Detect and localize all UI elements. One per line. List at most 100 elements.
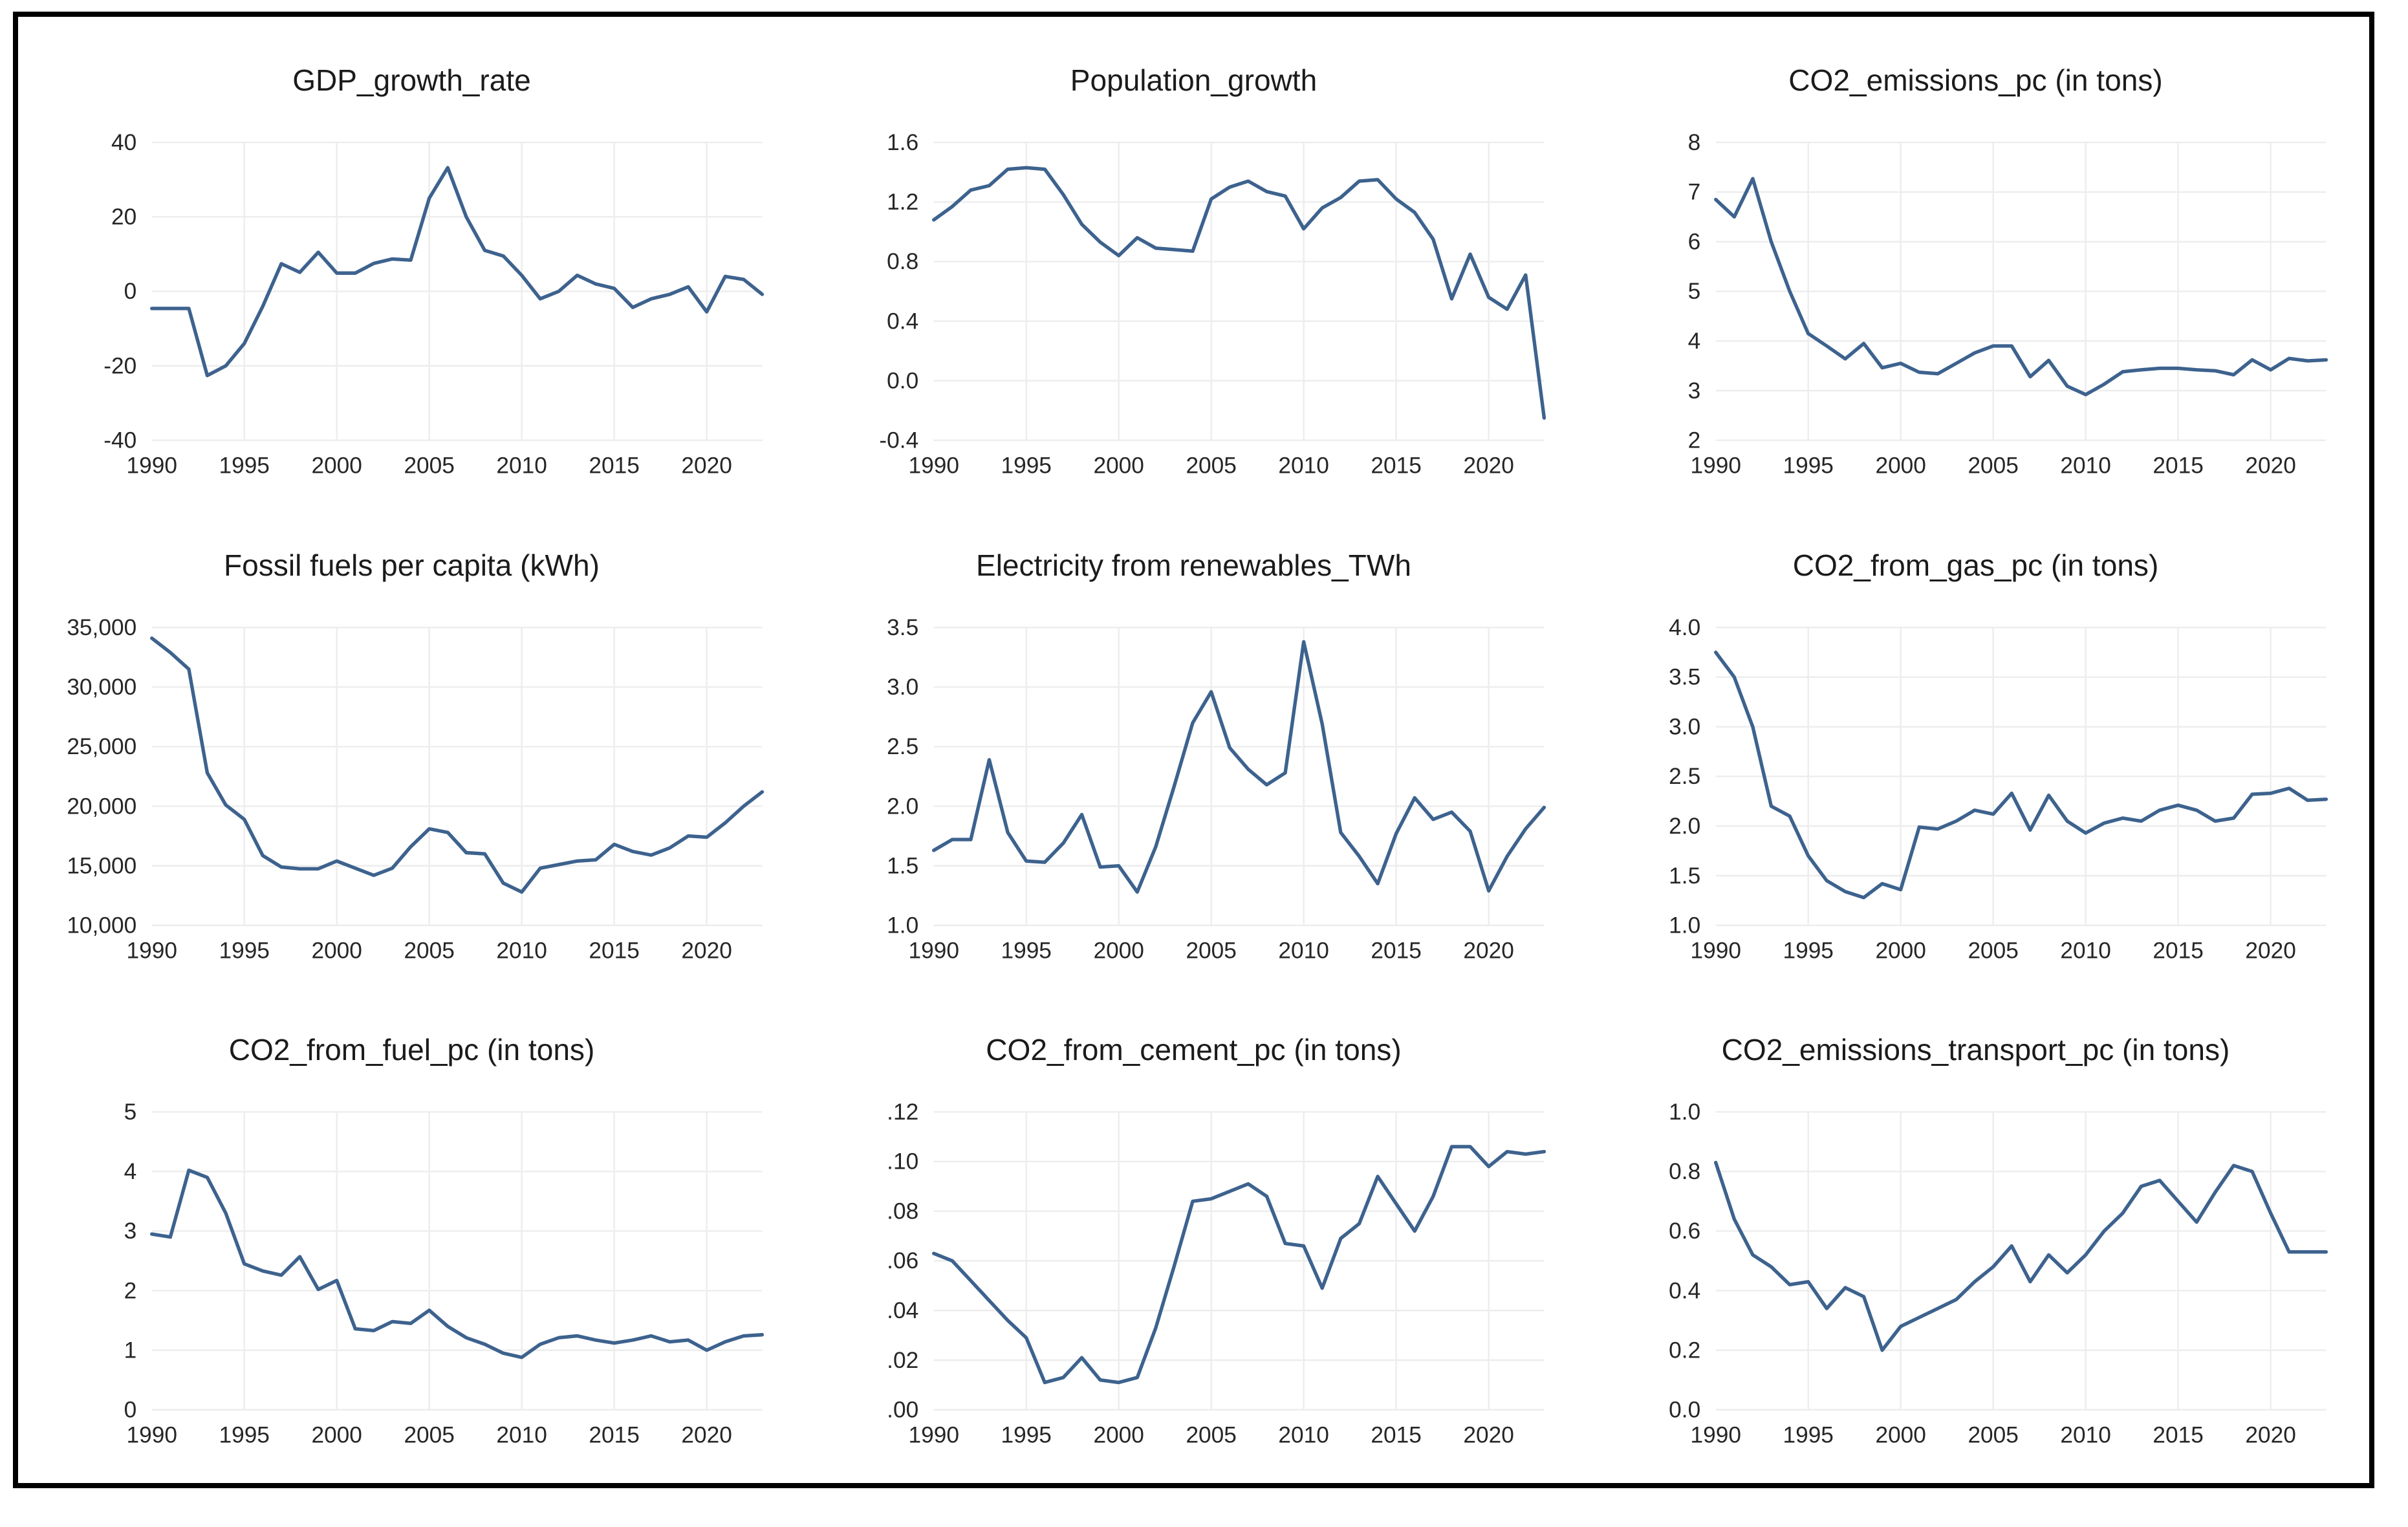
x-tick-label: 2015: [1371, 938, 1421, 963]
panel-co2-emissions-pc: CO2_emissions_pc (in tons) 2 3 4 5 6 7 8 1990 19…: [1585, 22, 2367, 507]
chart-title: CO2_from_fuel_pc (in tons): [229, 1033, 595, 1067]
y-tick-label: .08: [887, 1199, 918, 1224]
y-tick-label: 30,000: [67, 675, 136, 700]
x-tick-label: 2015: [589, 1423, 639, 1448]
chart-co2-from-gas-pc: CO2_from_gas_pc (in tons) 1.0 1.5 2.0 2.5 3.…: [1669, 548, 2328, 963]
x-tick-label: 2010: [496, 1423, 547, 1448]
x-tick-label: 1990: [126, 453, 177, 479]
data-line: [932, 166, 1546, 420]
x-tick-label: 2010: [2060, 1423, 2110, 1448]
y-tick-label: 2.5: [887, 734, 918, 759]
x-tick-label: 1990: [1690, 1423, 1741, 1448]
data-line: [1714, 177, 2328, 396]
panel-co2-from-cement-pc: CO2_from_cement_pc (in tons) .00.02.04.0…: [803, 991, 1585, 1477]
plot-area: .00 .02 .04 .06 .08 .10 .12 1990 1995 2000 2005 201…: [887, 1099, 1546, 1448]
x-tick-label: 1995: [1001, 938, 1051, 963]
y-tick-label: 3.5: [1669, 664, 1700, 689]
y-tick-label: 4: [124, 1159, 137, 1184]
x-tick-label: 2020: [681, 1423, 732, 1448]
x-tick-label: 2010: [1278, 453, 1329, 479]
x-tick-label: 2000: [1093, 938, 1144, 963]
data-line: [932, 1145, 1546, 1385]
x-tick-label: 1990: [908, 453, 959, 479]
y-tick-label: 3.0: [887, 675, 918, 700]
plot-area: 1.0 1.5 2.0 2.5 3.0 3.5 1990 1995 2000 2005 2010 20…: [887, 615, 1546, 963]
chart-title: Fossil fuels per capita (kWh): [224, 548, 600, 581]
x-tick-label: 2005: [1968, 453, 2018, 479]
y-tick-label: 8: [1688, 130, 1701, 155]
chart-title: CO2_emissions_transport_pc (in tons): [1722, 1033, 2230, 1067]
x-tick-label: 2010: [2060, 453, 2110, 479]
x-tick-label: 2005: [404, 938, 454, 963]
x-tick-label: 1995: [1783, 453, 1833, 479]
x-tick-label: 1990: [1690, 453, 1741, 479]
panel-co2-emissions-transport-pc: CO2_emissions_transport_pc (in tons) 0.0…: [1585, 991, 2367, 1477]
y-tick-label: 0.2: [1669, 1338, 1700, 1363]
x-tick-label: 2000: [1093, 1423, 1144, 1448]
x-tick-label: 1995: [219, 938, 269, 963]
figure-frame: GDP_growth_rate -40 -20 0 20 40 1990 1995 2000 2…: [13, 12, 2374, 1488]
y-tick-label: 2: [124, 1279, 137, 1304]
x-tick-label: 2020: [1463, 453, 1513, 479]
x-tick-label: 2000: [1875, 453, 1925, 479]
y-tick-label: 2: [1688, 428, 1701, 453]
x-tick-label: 2015: [2153, 453, 2203, 479]
y-tick-label: 5: [124, 1099, 137, 1125]
y-tick-label: 1.0: [1669, 1099, 1700, 1125]
x-tick-label: 2000: [1875, 938, 1925, 963]
y-tick-label: 4: [1688, 329, 1701, 354]
plot-area: 0.0 0.2 0.4 0.6 0.8 1.0 1990 1995 2000 2005 2010 20…: [1669, 1099, 2328, 1448]
chart-co2-from-cement-pc: CO2_from_cement_pc (in tons) .00.02.04.0…: [887, 1033, 1546, 1448]
x-tick-label: 1995: [1783, 938, 1833, 963]
panel-population-growth: Population_growth -0.4 0.0 0.4 0.8 1.2 1.6 199…: [803, 22, 1585, 507]
y-tick-label: 2.0: [887, 794, 918, 819]
chart-title: Population_growth: [1070, 63, 1317, 97]
y-tick-label: -20: [103, 353, 136, 378]
data-line: [150, 1169, 765, 1359]
chart-title: CO2_from_gas_pc (in tons): [1793, 548, 2159, 581]
y-tick-label: 1.5: [1669, 863, 1700, 888]
x-tick-label: 2020: [1463, 938, 1513, 963]
plot-area: 1.0 1.5 2.0 2.5 3.0 3.5 4.0 1990 1995 2000 2005 201…: [1669, 615, 2328, 963]
x-tick-label: 2010: [1278, 938, 1329, 963]
x-tick-label: 2000: [311, 938, 362, 963]
x-tick-label: 2010: [496, 453, 547, 479]
x-tick-label: 2010: [1278, 1423, 1329, 1448]
y-tick-label: 3: [1688, 378, 1701, 404]
y-tick-label: 0: [124, 279, 137, 304]
data-line: [1714, 650, 2328, 900]
y-tick-label: 3.5: [887, 615, 918, 640]
y-tick-label: 35,000: [67, 615, 136, 640]
y-tick-label: 1.0: [887, 913, 918, 938]
y-tick-label: -40: [103, 428, 136, 453]
x-tick-label: 2015: [2153, 938, 2203, 963]
y-tick-label: 0.6: [1669, 1219, 1700, 1244]
chart-gdp-growth-rate: GDP_growth_rate -40 -20 0 20 40 1990 1995 2000 2…: [103, 63, 765, 479]
y-tick-label: 20,000: [67, 794, 136, 819]
plot-area: 0 1 2 3 4 5 1990 1995 2000 2005 2010 2015 2020: [124, 1099, 765, 1448]
x-tick-label: 1995: [1001, 1423, 1051, 1448]
y-tick-label: .02: [887, 1348, 918, 1373]
chart-population-growth: Population_growth -0.4 0.0 0.4 0.8 1.2 1.6 199…: [879, 63, 1546, 479]
panel-co2-from-fuel-pc: CO2_from_fuel_pc (in tons) 0 1 2 3 4 5 1990 199…: [21, 991, 803, 1477]
y-tick-label: 6: [1688, 229, 1701, 254]
x-tick-label: 2005: [1186, 1423, 1236, 1448]
x-tick-label: 2000: [1093, 453, 1144, 479]
x-tick-label: 1990: [1690, 938, 1741, 963]
x-tick-label: 2005: [404, 453, 454, 479]
x-tick-label: 2020: [2245, 453, 2295, 479]
y-tick-label: 1: [124, 1338, 137, 1363]
y-tick-label: .12: [887, 1099, 918, 1125]
x-tick-label: 2020: [2245, 1423, 2295, 1448]
panel-electricity-from-renewables: Electricity from renewables_TWh 1.0 1.5 2.…: [803, 507, 1585, 992]
y-tick-label: 3.0: [1669, 714, 1700, 739]
y-tick-label: 10,000: [67, 913, 136, 938]
y-tick-label: 0.8: [887, 249, 918, 274]
x-tick-label: 1990: [908, 938, 959, 963]
y-tick-label: 1.2: [887, 190, 918, 215]
data-line: [150, 636, 765, 894]
plot-area: -0.4 0.0 0.4 0.8 1.2 1.6 1990 1995 2000 2005 2010 2…: [879, 130, 1546, 479]
chart-title: Electricity from renewables_TWh: [976, 548, 1411, 581]
plot-area: 2 3 4 5 6 7 8 1990 1995 2000 2005 2010 2015 2020: [1688, 130, 2328, 479]
x-tick-label: 2015: [1371, 453, 1421, 479]
